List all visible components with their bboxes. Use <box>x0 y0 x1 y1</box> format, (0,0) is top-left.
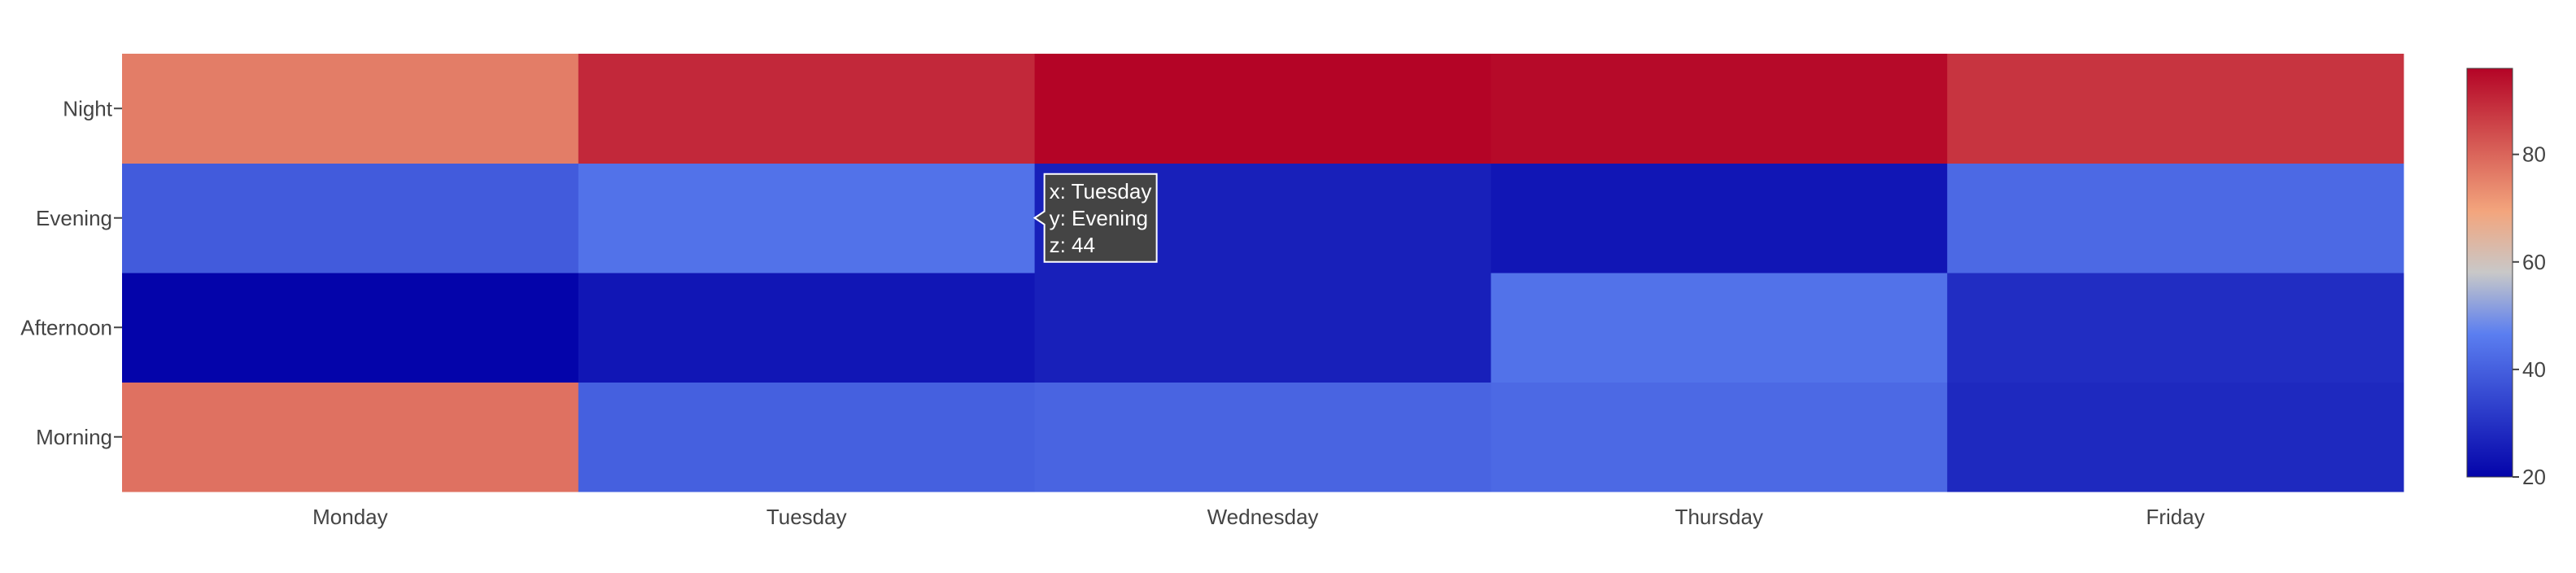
heatmap-cells <box>122 54 2404 492</box>
colorbar-tick-label: 60 <box>2522 250 2546 274</box>
y-tick-label-afternoon: Afternoon <box>20 315 112 339</box>
heatmap-cell-friday-evening[interactable] <box>1947 163 2404 273</box>
heatmap-cell-tuesday-evening[interactable] <box>578 163 1036 273</box>
x-axis: Monday Tuesday Wednesday Thursday Friday <box>312 505 2205 529</box>
colorbar: 20 40 60 80 <box>2466 68 2546 489</box>
tooltip-line: z: 44 <box>1050 233 1095 257</box>
heatmap-cell-tuesday-night[interactable] <box>578 54 1036 164</box>
tooltip-line: x: Tuesday <box>1050 179 1152 203</box>
heatmap-cell-monday-evening[interactable] <box>122 163 579 273</box>
tooltip-line: y: Evening <box>1050 206 1148 230</box>
heatmap-cell-wednesday-morning[interactable] <box>1034 382 1491 492</box>
heatmap-cell-friday-afternoon[interactable] <box>1947 273 2404 383</box>
heatmap-cell-thursday-afternoon[interactable] <box>1491 273 1948 383</box>
heatmap-cell-monday-night[interactable] <box>122 54 579 164</box>
heatmap-cell-friday-night[interactable] <box>1947 54 2404 164</box>
heatmap-cell-thursday-night[interactable] <box>1491 54 1948 164</box>
x-tick-label-friday: Friday <box>2146 505 2204 529</box>
colorbar-tick-label: 40 <box>2522 357 2546 382</box>
heatmap-cell-wednesday-night[interactable] <box>1034 54 1491 164</box>
heatmap-cell-monday-afternoon[interactable] <box>122 273 579 383</box>
colorbar-tick-label: 80 <box>2522 142 2546 167</box>
heatmap-cell-tuesday-morning[interactable] <box>578 382 1036 492</box>
heatmap-cell-monday-morning[interactable] <box>122 382 579 492</box>
y-axis: Morning Afternoon Evening Night <box>20 96 122 449</box>
y-tick-label-night: Night <box>63 96 112 120</box>
colorbar-gradient <box>2466 68 2513 478</box>
tooltip-box <box>1033 173 1158 263</box>
y-tick-label-evening: Evening <box>36 206 112 230</box>
heatmap-cell-thursday-morning[interactable] <box>1491 382 1948 492</box>
colorbar-tick-label: 20 <box>2522 465 2546 489</box>
heatmap-cell-wednesday-afternoon[interactable] <box>1034 273 1491 383</box>
hover-tooltip: x: Tuesday y: Evening z: 44 <box>1033 173 1158 263</box>
x-tick-label-thursday: Thursday <box>1675 505 1763 529</box>
x-tick-label-monday: Monday <box>312 505 388 529</box>
x-tick-label-tuesday: Tuesday <box>766 505 847 529</box>
x-tick-label-wednesday: Wednesday <box>1207 505 1319 529</box>
heatmap-cell-tuesday-afternoon[interactable] <box>578 273 1036 383</box>
heatmap-cell-thursday-evening[interactable] <box>1491 163 1948 273</box>
heatmap-cell-friday-morning[interactable] <box>1947 382 2404 492</box>
y-tick-label-morning: Morning <box>36 425 112 449</box>
